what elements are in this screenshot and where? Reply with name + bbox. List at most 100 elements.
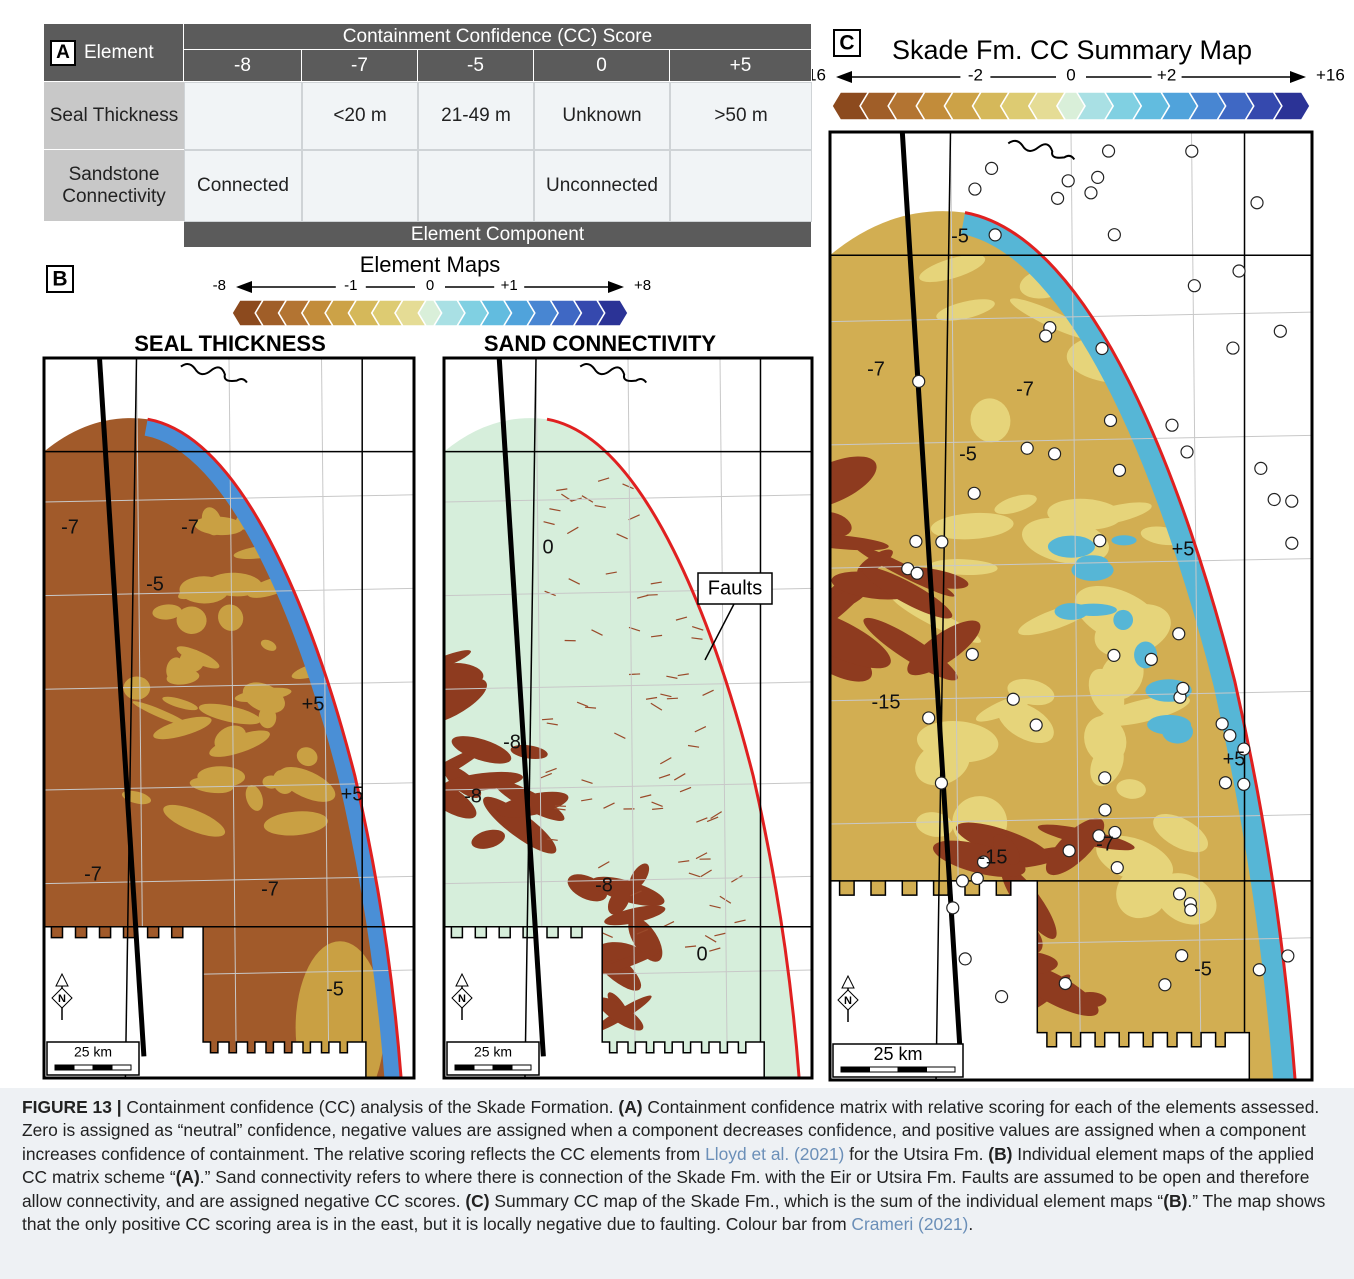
zone-label: -5 xyxy=(959,443,977,465)
well xyxy=(1255,462,1267,474)
well xyxy=(1103,145,1115,157)
colorbar-label: -8 xyxy=(213,277,226,294)
well xyxy=(1094,535,1106,547)
caption-ref: (C) xyxy=(465,1191,489,1211)
well xyxy=(1040,330,1052,342)
citation-link[interactable]: Lloyd et al. (2021) xyxy=(705,1144,844,1164)
score-header: Containment Confidence (CC) Score xyxy=(184,24,812,50)
element-header: Element xyxy=(84,42,154,64)
arrow-head xyxy=(608,281,624,293)
map: N25 km-7-7-5+5+5-7-7-5 xyxy=(44,358,414,1088)
caption: FIGURE 13 | Containment confidence (CC) … xyxy=(0,1088,1354,1279)
well xyxy=(1007,693,1019,705)
well xyxy=(1282,950,1294,962)
caption-label: FIGURE 13 | xyxy=(22,1097,122,1117)
zone-label: -7 xyxy=(181,516,199,538)
zone-label: -7 xyxy=(1096,833,1114,855)
fault xyxy=(629,674,640,675)
cell: <20 m xyxy=(302,82,418,150)
well xyxy=(1052,192,1064,204)
well xyxy=(1224,730,1236,742)
well xyxy=(1063,845,1075,857)
well xyxy=(1251,197,1263,209)
well xyxy=(1181,446,1193,458)
scale-bar xyxy=(112,1065,131,1070)
cell: 21-49 m xyxy=(418,82,534,150)
zone-label: -5 xyxy=(1194,958,1212,980)
well xyxy=(910,535,922,547)
zone-label: -7 xyxy=(867,358,885,380)
well xyxy=(1030,719,1042,731)
zone xyxy=(1113,610,1133,630)
zone-label: -5 xyxy=(146,573,164,595)
well xyxy=(1166,419,1178,431)
well xyxy=(1188,280,1200,292)
well xyxy=(1108,229,1120,241)
cc-matrix: A Element Containment Confidence (CC) Sc… xyxy=(44,24,812,248)
page: BElement Maps-8-10+1+8SEAL THICKNESSSAND… xyxy=(0,0,1354,1279)
zone-label: -15 xyxy=(872,691,901,713)
panel-label: A xyxy=(50,40,76,66)
well xyxy=(1145,653,1157,665)
cell xyxy=(184,82,302,150)
well xyxy=(1173,628,1185,640)
score: -8 xyxy=(184,50,302,82)
map: N25 km0-8-8-80 xyxy=(402,358,812,1078)
cell: Unconnected xyxy=(534,150,670,222)
zone-label: -15 xyxy=(979,846,1008,868)
well xyxy=(1253,964,1265,976)
zone-label: -8 xyxy=(595,874,613,896)
well xyxy=(1185,904,1197,916)
well xyxy=(966,648,978,660)
scale-bar xyxy=(93,1065,112,1070)
well xyxy=(1274,325,1286,337)
well xyxy=(936,536,948,548)
caption-text: Containment confidence (CC) analysis of … xyxy=(122,1097,619,1117)
element-name: Sandstone Connectivity xyxy=(44,150,184,222)
zone xyxy=(1162,720,1193,744)
zone-label: -7 xyxy=(1016,378,1034,400)
well xyxy=(1227,342,1239,354)
spacer xyxy=(44,222,184,248)
well xyxy=(1268,494,1280,506)
score: -5 xyxy=(418,50,534,82)
score: 0 xyxy=(534,50,670,82)
well xyxy=(1105,414,1117,426)
north-label: N xyxy=(458,993,466,1005)
well xyxy=(1216,718,1228,730)
element-name: Seal Thickness xyxy=(44,82,184,150)
well xyxy=(956,875,968,887)
caption-ref: (B) xyxy=(988,1144,1012,1164)
colorbar-label: 0 xyxy=(426,277,434,294)
citation-link[interactable]: Crameri (2021) xyxy=(851,1214,968,1234)
colorbar-label: 0 xyxy=(1066,65,1075,84)
fault xyxy=(667,698,678,699)
well xyxy=(1111,862,1123,874)
caption-ref: (A) xyxy=(618,1097,642,1117)
well xyxy=(913,375,925,387)
scale-bar xyxy=(455,1065,474,1070)
caption-ref: (A) xyxy=(176,1167,200,1187)
arrow-head xyxy=(236,281,252,293)
colorbar-label: -2 xyxy=(968,65,983,84)
cell xyxy=(670,150,812,222)
zone-label: -7 xyxy=(61,516,79,538)
score: -7 xyxy=(302,50,418,82)
arrow-head xyxy=(1290,71,1306,83)
well xyxy=(969,183,981,195)
north-label: N xyxy=(844,995,852,1007)
well xyxy=(1062,175,1074,187)
zone-label: +5 xyxy=(1172,538,1195,560)
well xyxy=(986,162,998,174)
score: +5 xyxy=(670,50,812,82)
well xyxy=(947,902,959,914)
well xyxy=(996,991,1008,1003)
well xyxy=(968,487,980,499)
zone xyxy=(1055,603,1088,620)
scale-bar xyxy=(474,1065,493,1070)
well xyxy=(1219,777,1231,789)
caption-text: Summary CC map of the Skade Fm., which i… xyxy=(490,1191,1164,1211)
zone xyxy=(1048,536,1095,558)
zone-label: 0 xyxy=(696,943,707,965)
well xyxy=(1096,343,1108,355)
